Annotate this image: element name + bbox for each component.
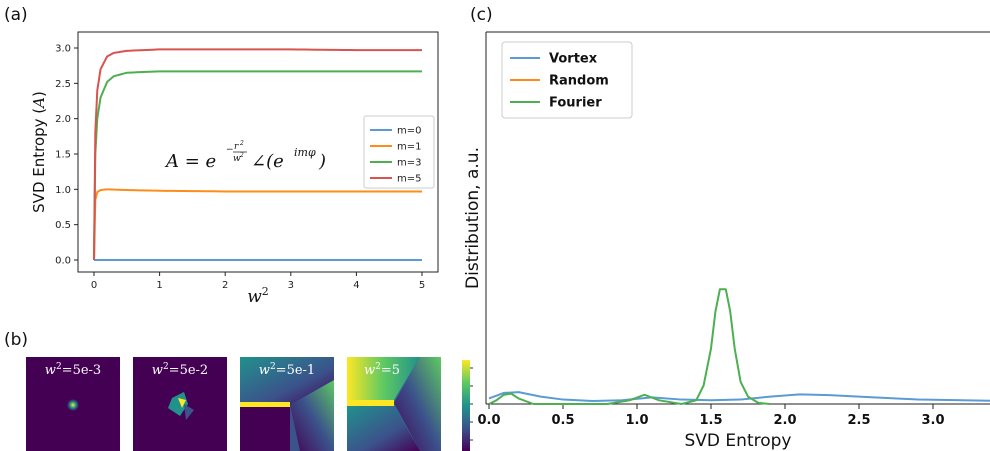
chart-a-x-ticks: 0 1 2 3 4 5	[91, 272, 425, 291]
legend-label-m3: m=3	[397, 158, 421, 169]
chart-a-y-ticks: 0.0 0.5 1.0 1.5 2.0 2.5 3.0	[55, 44, 78, 267]
thumbnail-3-right	[290, 380, 334, 451]
chart-c-x-tick-label: 1.0	[625, 413, 648, 428]
chart-a-frame	[77, 31, 439, 273]
chart-a: 0.0 0.5 1.0 1.5 2.0 2.5 3.0 0 1 2 3 4 5 SVD Entropy…	[30, 31, 439, 307]
chart-c-x-tick-label: 1.5	[699, 413, 722, 428]
panel-b-label: (b)	[4, 330, 28, 350]
thumbnail-2-spot-b	[178, 398, 186, 408]
chart-a-y-tick-label: 0.0	[55, 256, 71, 267]
series-fourier-line	[488, 288, 771, 405]
thumbnail-2-label: w2=5e-2	[152, 362, 208, 378]
thumbnail-2-spot-a	[168, 392, 188, 416]
thumbnail-3: w2=5e-1	[240, 357, 334, 451]
formula-exp-num-sup: 2	[239, 140, 244, 147]
chart-a-x-label: w2	[247, 285, 269, 307]
chart-a-y-label: SVD Entropy (A)	[30, 91, 48, 213]
series-m1-line	[93, 188, 422, 261]
thumbnail-3-top-left	[240, 357, 334, 405]
thumbnail-3-bottom-left	[240, 405, 290, 451]
thumbnail-1: w2=5e-3	[26, 357, 120, 451]
chart-c-x-tick-label: 0.0	[477, 413, 500, 428]
chart-c-x-ticks: 0.00.51.01.52.02.53.03.54.0	[477, 404, 945, 428]
chart-c-x-tick-label: 2.5	[847, 413, 870, 428]
thumbnail-4-right	[394, 357, 441, 451]
chart-a-series	[93, 48, 422, 261]
chart-c: 0.00.51.01.52.02.53.03.54.0 Distribution…	[463, 31, 990, 451]
chart-c-y-label: Distribution, a.u.	[463, 147, 483, 289]
chart-c-legend-items: Vortex Random Fourier	[510, 52, 609, 111]
chart-c-legend-box	[501, 41, 633, 119]
chart-a-y-tick-label: 1.5	[55, 150, 71, 161]
thumbnail-3-branch	[240, 402, 290, 407]
chart-a-legend-items: m=0 m=1 m=3 m=5	[370, 126, 421, 185]
chart-a-y-tick-label: 2.0	[55, 114, 71, 125]
chart-c-x-tick-label: 2.0	[773, 413, 796, 428]
chart-c-legend: Vortex Random Fourier	[501, 41, 633, 119]
thumbnail-1-spot	[67, 399, 79, 411]
panel-c-label: (c)	[470, 5, 493, 25]
thumbnail-2: w2=5e-2	[133, 357, 227, 451]
formula-close: )	[318, 151, 326, 172]
formula-exp-sign: −	[226, 145, 234, 155]
chart-a-x-tick-label: 1	[156, 280, 162, 291]
thumbnail-4: w2=5	[347, 357, 441, 451]
formula-exp-num: r	[234, 142, 239, 152]
chart-c-x-label: SVD Entropy	[685, 431, 792, 451]
chart-c-x-tick-label: 3.0	[921, 413, 944, 428]
legend-label-m0: m=0	[397, 126, 421, 137]
thumbnail-1-label: w2=5e-3	[45, 362, 101, 378]
formula-exp-den-sup: 2	[239, 152, 244, 159]
thumbnail-4-branch	[347, 400, 394, 406]
legend-label-random: Random	[549, 74, 609, 89]
formula-angle-exp: imφ	[294, 146, 316, 159]
colorbar	[462, 360, 470, 451]
formula-lhs: A = e	[164, 151, 216, 172]
legend-label-m5: m=5	[397, 174, 421, 185]
panel-a-label: (a)	[4, 5, 28, 25]
chart-a-legend-box	[363, 115, 435, 189]
series-vortex-line	[488, 391, 990, 403]
series-m3-line	[93, 70, 422, 261]
legend-label-m1: m=1	[397, 142, 421, 153]
thumbnail-4-label: w2=5	[364, 362, 400, 378]
thumbnail-4-top	[347, 357, 420, 400]
series-m5-line	[93, 48, 422, 261]
chart-a-x-tick-label: 0	[91, 280, 97, 291]
formula-angle: ∠(e	[251, 151, 284, 172]
chart-a-x-tick-label: 2	[222, 280, 228, 291]
chart-a-y-tick-label: 0.5	[55, 220, 71, 231]
formula-annotation: A = e − r 2 w 2 ∠(e imφ )	[164, 140, 326, 172]
chart-a-x-tick-label: 4	[353, 280, 359, 291]
chart-a-legend: m=0 m=1 m=3 m=5	[363, 115, 435, 189]
chart-a-y-tick-label: 3.0	[55, 44, 71, 55]
legend-label-vortex: Vortex	[549, 52, 598, 67]
chart-a-x-tick-label: 5	[419, 280, 425, 291]
thumbnail-3-label: w2=5e-1	[259, 362, 315, 378]
chart-a-y-tick-label: 2.5	[55, 79, 71, 90]
chart-c-series	[488, 288, 990, 405]
thumbnail-2-spot-c	[184, 404, 194, 420]
thumbnails: w2=5e-3 w2=5e-2 w2=5e-1 w2=5	[26, 357, 473, 451]
thumbnail-4-bottom	[347, 406, 420, 451]
chart-a-x-tick-label: 3	[288, 280, 294, 291]
chart-c-x-tick-label: 0.5	[551, 413, 574, 428]
colorbar-ticks	[470, 367, 473, 441]
legend-label-fourier: Fourier	[549, 96, 602, 111]
chart-a-y-tick-label: 1.0	[55, 185, 71, 196]
formula-exp-den: w	[233, 154, 241, 164]
